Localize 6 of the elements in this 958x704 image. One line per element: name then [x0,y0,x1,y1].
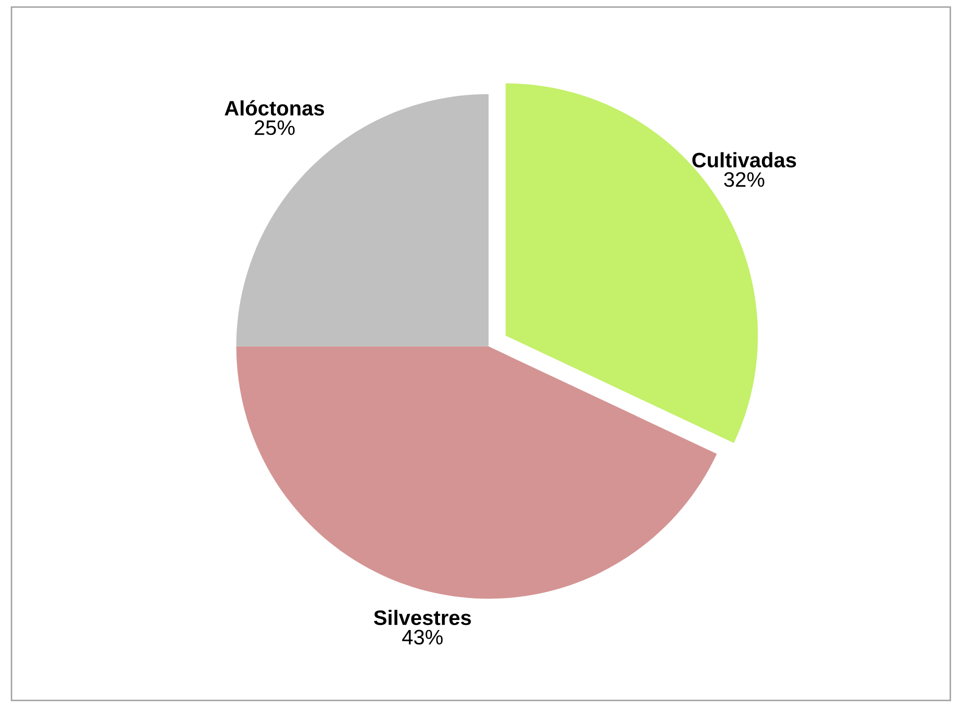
data-label: 32% [724,172,764,187]
data-label: 25% [254,120,295,136]
data-label: 43% [402,630,443,645]
slice-label: Alóctonas [224,100,324,116]
slice-label: Cultivadas [692,152,796,168]
slice-label: Silvestres [374,610,471,626]
